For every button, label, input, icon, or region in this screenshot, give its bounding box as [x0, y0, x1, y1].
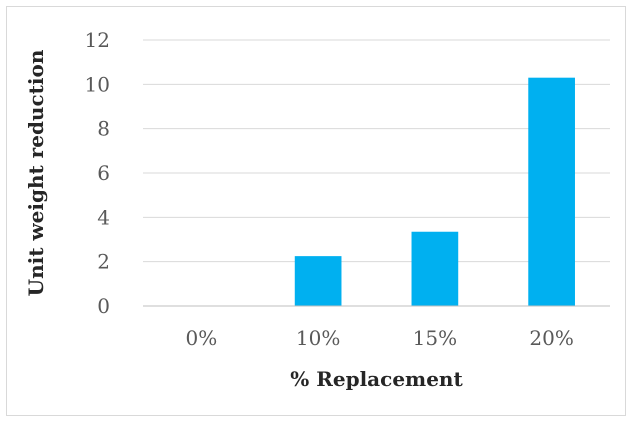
bar	[294, 256, 342, 306]
chart-frame	[6, 6, 626, 416]
x-tick-label: 0%	[186, 326, 218, 350]
x-axis-title: % Replacement	[290, 367, 463, 391]
y-axis-title: Unit weight reduction	[24, 49, 48, 296]
y-tick-label: 0	[97, 294, 110, 318]
y-tick-label: 10	[85, 72, 110, 96]
x-tick-label: 20%	[529, 326, 573, 350]
y-tick-label: 4	[97, 205, 110, 229]
y-tick-label: 6	[97, 161, 110, 185]
bar	[411, 231, 459, 306]
y-tick-label: 2	[97, 250, 110, 274]
bar	[528, 77, 575, 306]
x-tick-labels: 0% 10% 15% 20%	[186, 326, 574, 350]
y-tick-labels: 0 2 4 6 8 10 12	[85, 28, 110, 318]
x-tick-label: 10%	[296, 326, 340, 350]
x-tick-label: 15%	[413, 326, 457, 350]
y-tick-label: 8	[97, 117, 110, 141]
bars	[294, 77, 575, 306]
y-tick-label: 12	[85, 28, 110, 52]
